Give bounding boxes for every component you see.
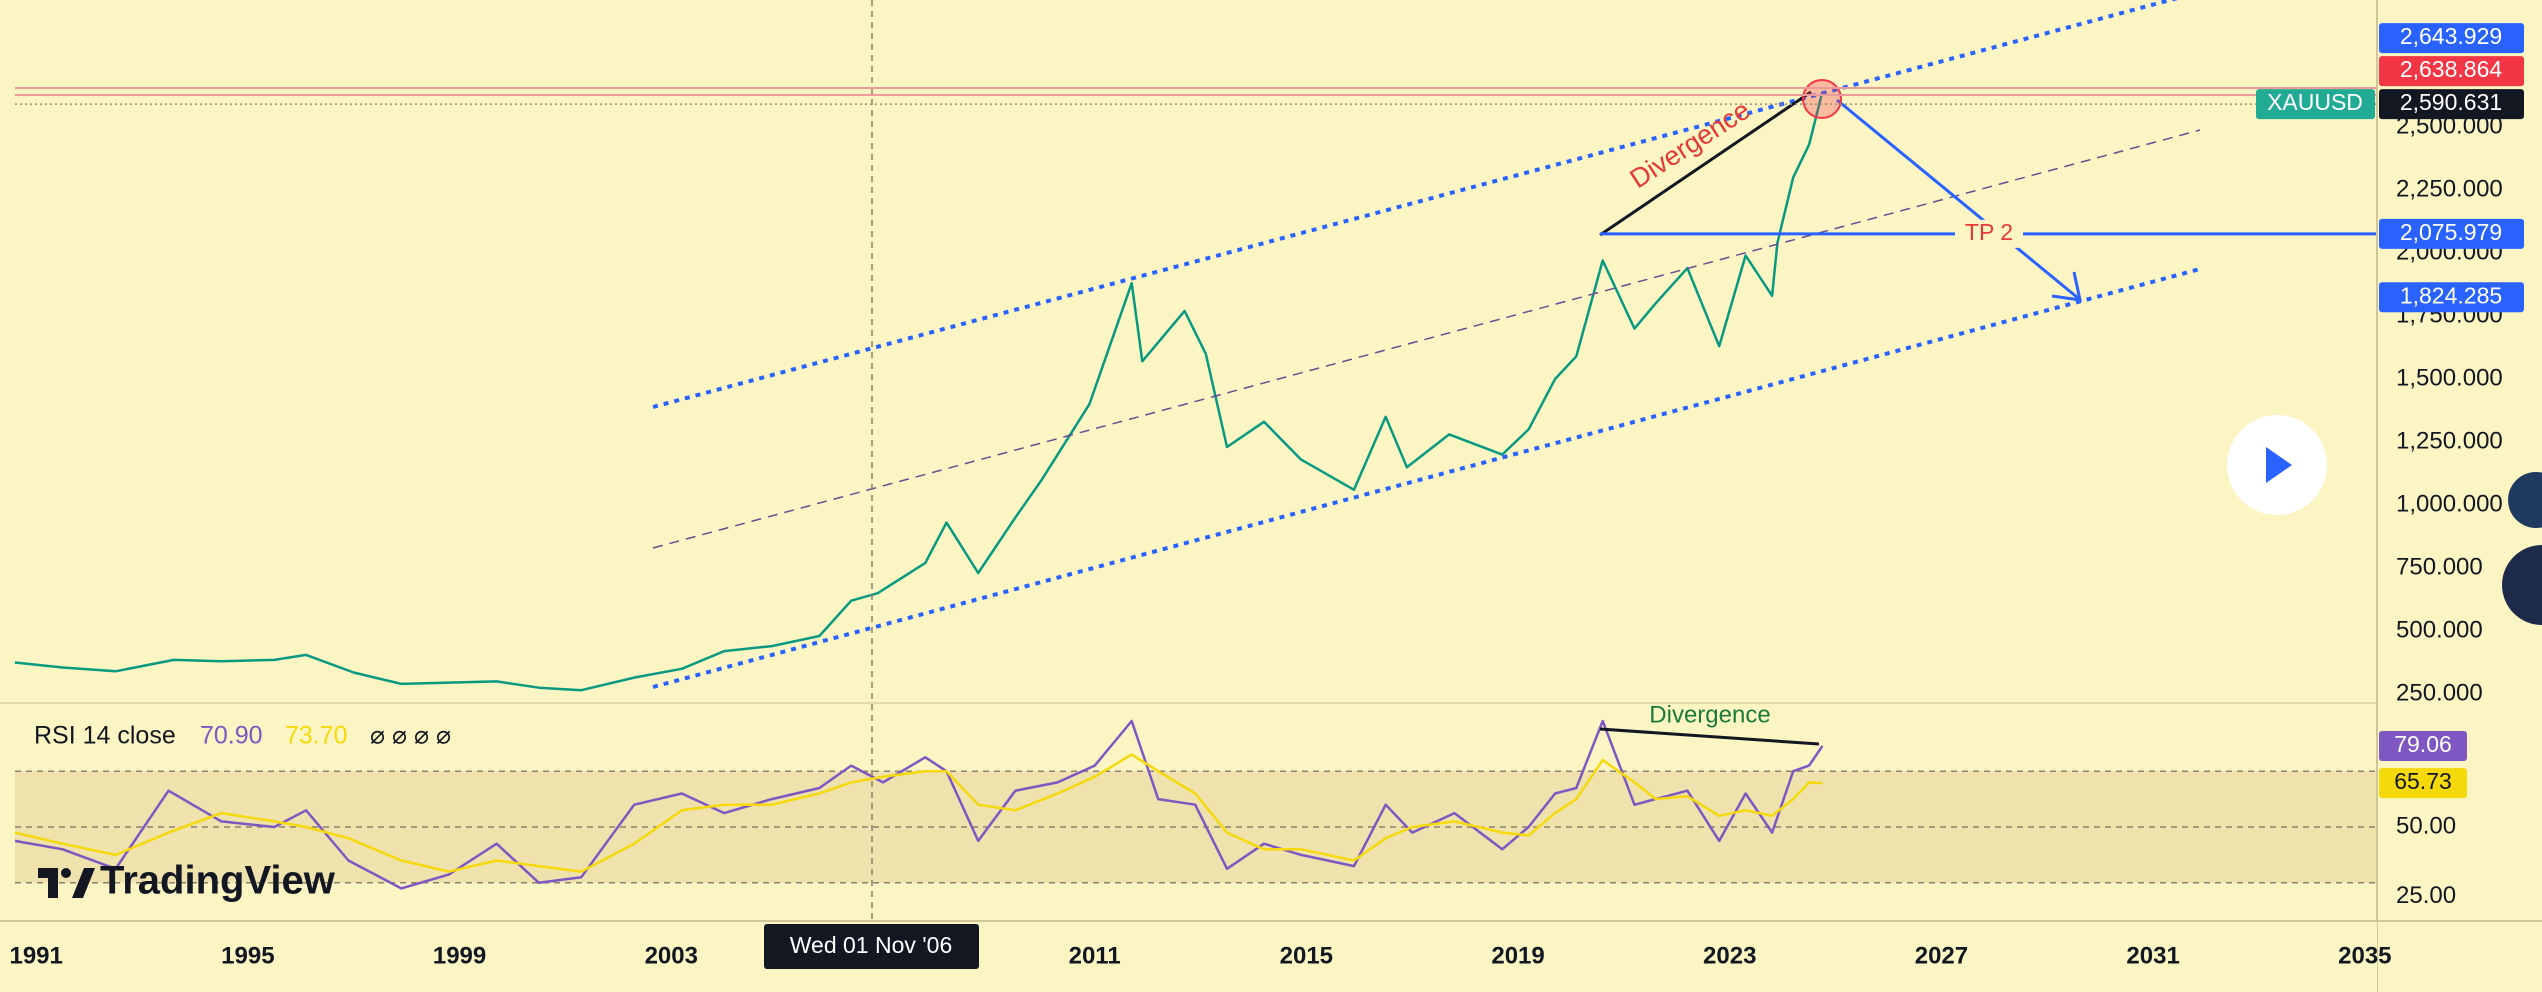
y-tick-label: 1,500.000	[2396, 364, 2503, 391]
tp-label: TP 2	[1965, 219, 2013, 245]
y-tick-label: 1,000.000	[2396, 490, 2503, 517]
value-tag	[2379, 730, 2467, 761]
y-tick-label: 500.000	[2396, 616, 2483, 643]
x-tick-label: 1995	[221, 942, 274, 969]
crosshair-tag-text: Wed 01 Nov '06	[790, 932, 953, 958]
logo-icon	[61, 868, 71, 878]
divergence-line	[1599, 90, 1812, 237]
indicator-title: RSI 14 close	[34, 722, 176, 750]
time-axis	[0, 921, 2377, 992]
price-tag	[2379, 23, 2524, 54]
price-tag	[2379, 56, 2524, 87]
side-button[interactable]	[2502, 545, 2542, 625]
x-tick-label: 2035	[2338, 942, 2391, 969]
legend-toggles[interactable]: ⌀ ⌀ ⌀ ⌀	[370, 722, 451, 750]
logo-icon	[38, 868, 95, 898]
symbol-tag-text: XAUUSD	[2267, 89, 2363, 115]
value-tag-text: 65.73	[2394, 768, 2452, 794]
price-tag	[2379, 218, 2524, 249]
channel-upper	[652, 0, 2178, 409]
price-tag-text: 2,075.979	[2400, 219, 2502, 245]
y-tick-label: 1,250.000	[2396, 427, 2503, 454]
price-tag-text: 1,824.285	[2400, 282, 2502, 308]
price-tag-text: 2,590.631	[2400, 89, 2502, 115]
x-tick-label: 2015	[1280, 942, 1333, 969]
x-tick-label: 1991	[9, 942, 62, 969]
y-tick-label: 250.000	[2396, 679, 2483, 706]
peak-marker	[1802, 79, 1842, 119]
projection-arrow	[1836, 98, 2079, 300]
series-line	[14, 753, 1823, 873]
crosshair-tag	[764, 924, 979, 969]
x-tick-label: 1999	[433, 942, 486, 969]
symbol-tag	[2256, 89, 2375, 120]
plot-area	[14, 91, 2377, 890]
series-line	[14, 719, 1824, 890]
y-tick-label: 50.00	[2396, 812, 2456, 839]
play-icon[interactable]	[2266, 447, 2292, 483]
x-tick-label: 2031	[2126, 942, 2179, 969]
channel-lower	[652, 267, 2201, 689]
x-tick-label: 2011	[1069, 942, 1121, 969]
arrow-head	[2051, 271, 2082, 302]
y-tick-label: 750.000	[2396, 553, 2483, 580]
value-tag-text: 79.06	[2394, 731, 2452, 757]
value-tag	[2379, 768, 2467, 799]
price-tag	[2379, 282, 2524, 313]
divergence-label: Divergence	[1649, 701, 1770, 728]
play-button[interactable]	[2227, 415, 2327, 515]
x-tick-label: 2003	[645, 942, 698, 969]
price-tag-text: 2,638.864	[2400, 56, 2503, 82]
drawings	[0, 0, 2377, 921]
legend-value: 70.90	[200, 722, 263, 750]
rsi-divergence-line	[1599, 727, 1820, 746]
logo-text: TradingView	[100, 859, 336, 903]
y-tick-label: 25.00	[2396, 882, 2456, 909]
logo: TradingView	[38, 859, 336, 903]
x-tick-label: 2023	[1703, 942, 1756, 969]
y-tick-label: 2,250.000	[2396, 175, 2503, 202]
tags: 250.000 500.000 750.000 1,000.000 1,250.000 1…	[2256, 23, 2524, 909]
side-button[interactable]	[2508, 472, 2542, 528]
legend-value: 73.70	[285, 722, 348, 750]
x-tick-label: 2019	[1491, 942, 1544, 969]
x-tick-label: 2027	[1915, 942, 1968, 969]
series-line	[14, 91, 1824, 692]
channel-middle	[652, 129, 2201, 549]
price-tag-text: 2,643.929	[2400, 23, 2502, 49]
price-tag	[2379, 89, 2524, 120]
rsi-legend: RSI 14 close 70.90 73.70 ⌀ ⌀ ⌀ ⌀	[34, 722, 451, 750]
tp-label-bg	[1955, 219, 2023, 248]
